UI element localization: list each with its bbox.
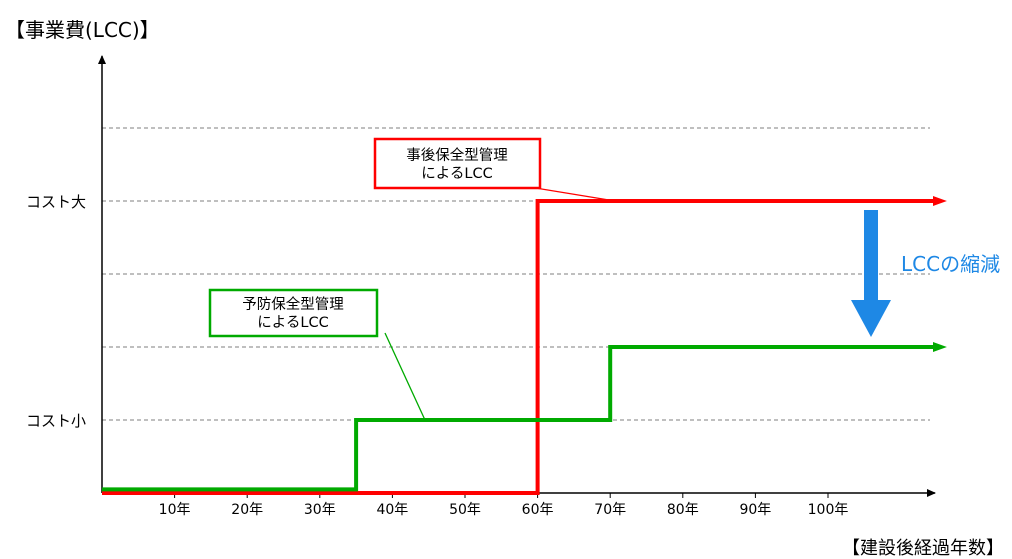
series-reactive-line [102,196,947,495]
x-tick-label: 90年 [739,502,771,518]
x-ticks: 10年 20年 30年 40年 50年 60年 70年 80年 90年 100年 [159,493,849,518]
x-tick-label: 60年 [522,502,554,518]
x-axis-title: 【建設後経過年数】 [842,538,1004,559]
callout-red-line2: によるLCC [421,166,492,182]
callout-green-line2: によるLCC [257,315,328,331]
callout-box-green [208,288,379,338]
series-preventive-line [102,342,947,492]
y-tick-label: コスト大 [26,193,86,211]
lcc-reduction-label: LCCの縮減 [901,252,1000,276]
x-tick-label: 40年 [376,502,408,518]
callout-leader-green [384,332,426,421]
y-tick-label: コスト小 [26,412,86,430]
x-tick-label: 80年 [667,502,699,518]
lcc-reduction-arrow [851,210,891,337]
x-tick-label: 30年 [304,502,336,518]
x-tick-label: 20年 [231,502,263,518]
callout-red-line1: 事後保全型管理 [406,146,508,164]
x-tick-label: 100年 [808,502,849,518]
callout-box-red [373,137,542,190]
series-layer [102,196,947,495]
reduction-arrow-shaft [864,210,878,302]
callout-green-line1: 予防保全型管理 [242,295,344,313]
y-axis-title: 【事業費(LCC)】 [5,18,160,42]
x-tick-label: 70年 [594,502,626,518]
callout-reactive-maintenance: 事後保全型管理 によるLCC [373,137,616,202]
reduction-arrow-head [851,300,891,337]
callout-preventive-maintenance: 予防保全型管理 によるLCC [208,288,426,421]
x-tick-label: 10年 [159,502,191,518]
x-tick-label: 50年 [449,502,481,518]
